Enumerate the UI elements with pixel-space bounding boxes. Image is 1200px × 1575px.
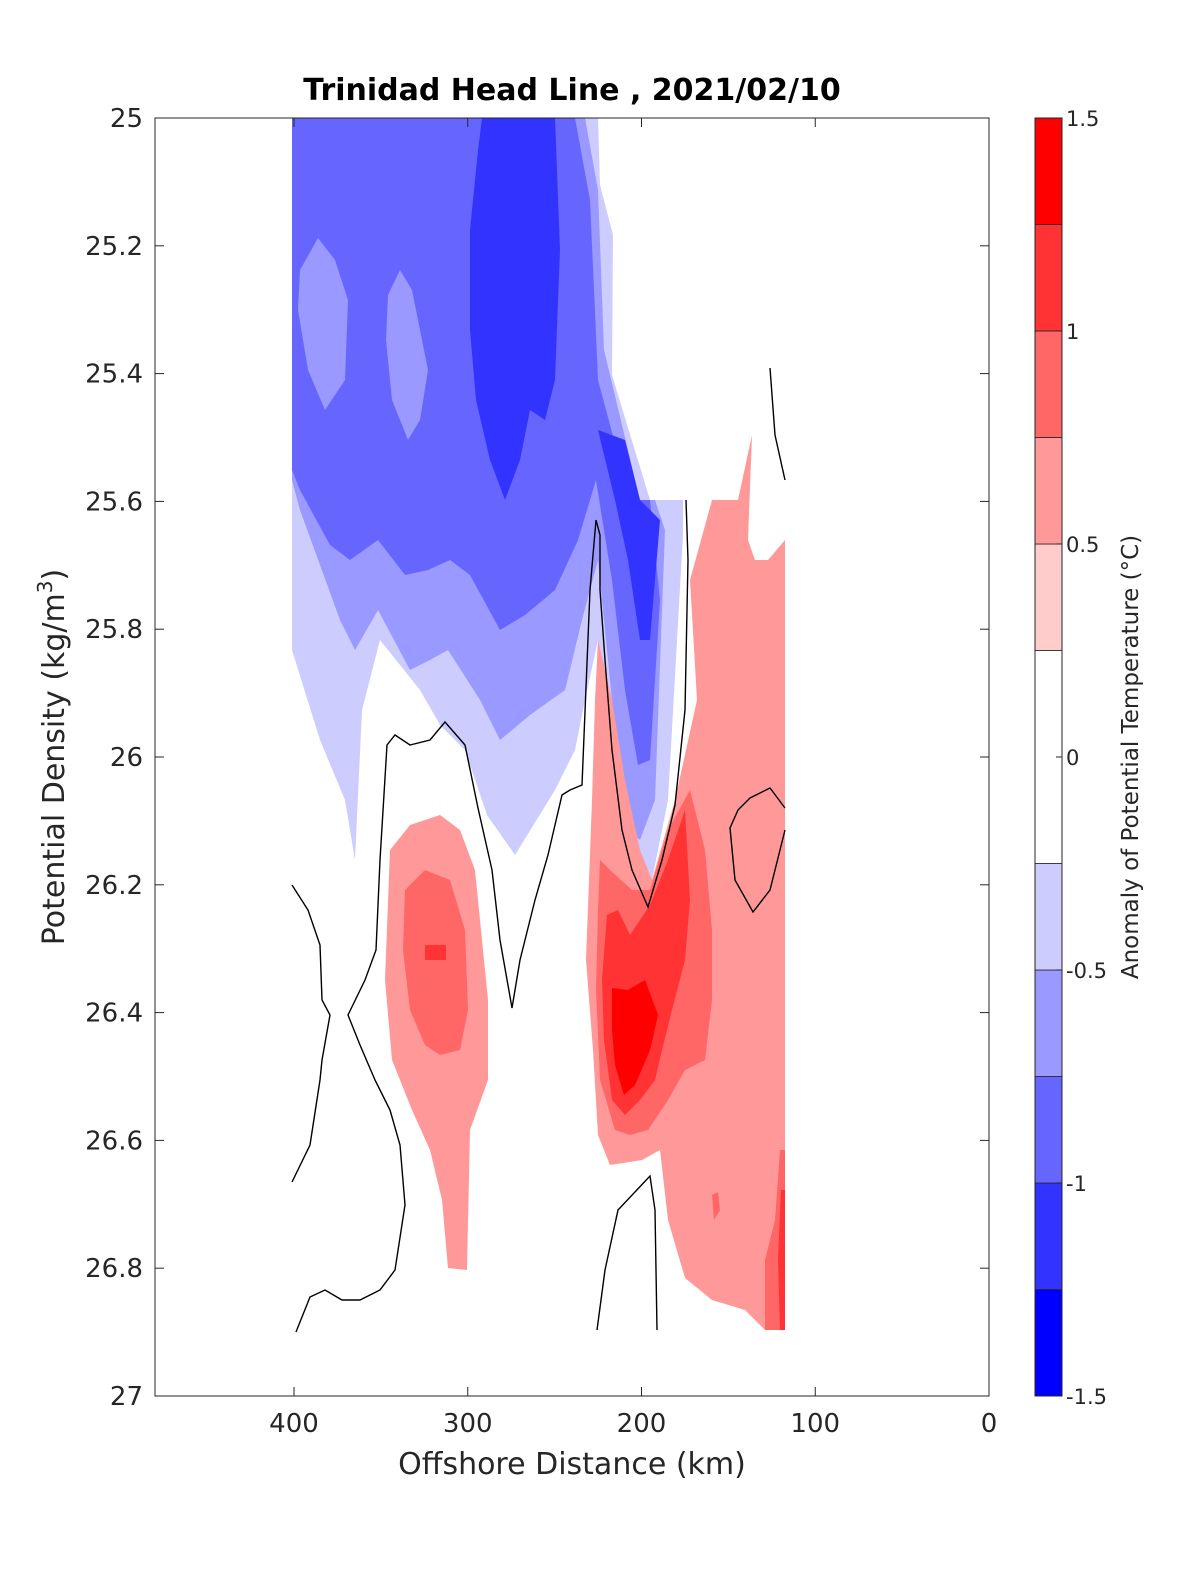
zero-contour-lines — [291, 367, 786, 1333]
colorbar-tick-label: 1.5 — [1066, 107, 1099, 131]
y-tick-label: 27 — [110, 1382, 143, 1412]
contour-fills — [292, 118, 785, 1330]
colorbar: 1.5 1 0.5 0 -0.5 -1 -1.5 — [1034, 107, 1107, 1409]
contour-fill-3 — [292, 118, 660, 765]
contour-fill-17 — [712, 1192, 720, 1220]
y-tick-label: 25.6 — [85, 487, 143, 517]
chart-title: Trinidad Head Line , 2021/02/10 — [303, 73, 840, 108]
y-tick-label: 26.2 — [85, 871, 143, 901]
colorbar-label: Anomaly of Potential Temperature (°C) — [1118, 535, 1144, 979]
y-tick-label: 25.2 — [85, 232, 143, 262]
y-axis-label: Potential Density (kg/m3) — [33, 569, 72, 945]
colorbar-swatch-8 — [1034, 437, 1063, 545]
y-tick-label: 26.6 — [85, 1126, 143, 1156]
colorbar-tick-label: -0.5 — [1066, 959, 1107, 983]
y-tick-label: 26 — [110, 743, 143, 773]
contour-fill-4 — [470, 118, 560, 500]
zero-contour-line-1 — [291, 884, 331, 1183]
colorbar-swatch-2 — [1034, 1182, 1063, 1290]
colorbar-swatch-3 — [1034, 1076, 1063, 1184]
x-tick-label: 300 — [443, 1409, 493, 1439]
contour-fill-14 — [612, 980, 658, 1095]
y-axis-label-sup: 3 — [33, 580, 57, 593]
x-axis-label: Offshore Distance (km) — [398, 1447, 746, 1482]
y-axis-label-main: Potential Density (kg/m — [37, 593, 72, 945]
zero-contour-line-3 — [295, 499, 689, 1333]
y-tick-label: 25.8 — [85, 615, 143, 645]
zero-contour-line-2 — [596, 1174, 658, 1331]
contour-fill-9 — [403, 870, 468, 1055]
y-tick-label: 25.4 — [85, 360, 143, 390]
contour-fill-10 — [425, 945, 446, 960]
y-tick-label: 26.8 — [85, 1254, 143, 1284]
colorbar-tick-label: -1.5 — [1066, 1385, 1107, 1409]
x-tick-label: 100 — [790, 1409, 840, 1439]
colorbar-tick-label: 0.5 — [1066, 533, 1099, 557]
x-tick-label: 200 — [617, 1409, 667, 1439]
colorbar-swatch-11 — [1034, 117, 1063, 225]
colorbar-tick-label: 1 — [1066, 320, 1079, 344]
colorbar-swatch-10 — [1034, 224, 1063, 332]
x-tick-label: 400 — [269, 1409, 319, 1439]
plot-area: 400 300 200 100 0 25 25.2 25.4 25.6 25.8 26 26.2 26… — [85, 104, 997, 1439]
colorbar-swatch-4 — [1034, 969, 1063, 1077]
colorbar-swatch-1 — [1034, 1289, 1063, 1397]
contour-fill-7 — [386, 270, 428, 440]
y-tick-label: 26.4 — [85, 999, 143, 1029]
contour-fill-6 — [298, 238, 348, 410]
contour-fill-5 — [598, 430, 660, 640]
y-axis: 25 25.2 25.4 25.6 25.8 26 26.2 26.4 26.6 26.8 27 — [85, 104, 989, 1412]
colorbar-tick-label: -1 — [1066, 1172, 1087, 1196]
y-tick-label: 25 — [110, 104, 143, 134]
colorbar-swatch-7 — [1034, 543, 1063, 651]
colorbar-tick-label: 0 — [1066, 746, 1079, 770]
colorbar-swatch-5 — [1034, 863, 1063, 971]
x-tick-label: 0 — [981, 1409, 998, 1439]
x-axis: 400 300 200 100 0 — [269, 118, 997, 1439]
colorbar-swatch-9 — [1034, 330, 1063, 438]
contour-fill-16 — [778, 1190, 785, 1330]
y-axis-label-close: ) — [37, 569, 72, 581]
zero-contour-line-4 — [769, 367, 786, 481]
zero-contour-line-5 — [729, 787, 786, 914]
